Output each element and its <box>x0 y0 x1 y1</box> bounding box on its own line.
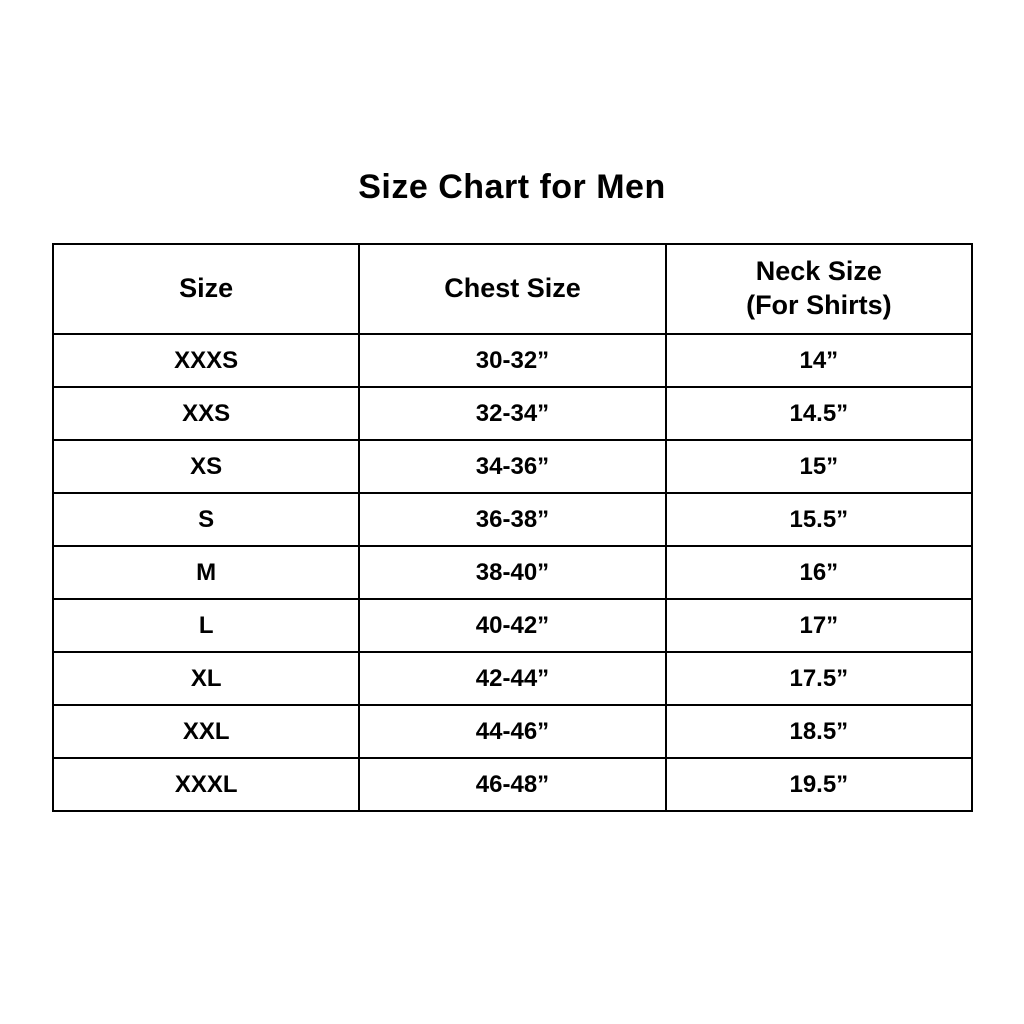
header-row: Size Chest Size Neck Size (For Shirts) <box>51 243 974 335</box>
chest-cell: 42-44” <box>358 651 667 706</box>
neck-size-header-line1: Neck Size <box>755 256 882 287</box>
chest-cell: 44-46” <box>358 704 667 759</box>
size-cell: L <box>51 598 361 653</box>
neck-cell: 16” <box>664 545 974 600</box>
size-cell: M <box>51 545 361 600</box>
column-header-chest-size: Chest Size <box>358 243 667 335</box>
size-cell: S <box>51 492 361 547</box>
chest-cell: 36-38” <box>358 492 667 547</box>
table-row-xs: XS 34-36” 15” <box>51 439 974 494</box>
table-row-xxxl: XXXL 46-48” 19.5” <box>51 757 974 812</box>
neck-cell: 15” <box>664 439 974 494</box>
chest-cell: 40-42” <box>358 598 667 653</box>
neck-cell: 18.5” <box>664 704 974 759</box>
page-title: Size Chart for Men <box>358 168 666 206</box>
column-header-neck-size: Neck Size (For Shirts) <box>664 243 974 335</box>
table-row-xxxs: XXXS 30-32” 14” <box>51 333 974 388</box>
neck-cell: 19.5” <box>664 757 974 812</box>
neck-size-header-line2: (For Shirts) <box>746 290 892 320</box>
size-cell: XS <box>51 439 361 494</box>
table-row-s: S 36-38” 15.5” <box>51 492 974 547</box>
size-table: Size Chest Size Neck Size (For Shirts) X… <box>51 243 974 812</box>
neck-cell: 17” <box>664 598 974 653</box>
table-row-l: L 40-42” 17” <box>51 598 974 653</box>
size-cell: XL <box>51 651 361 706</box>
neck-cell: 14.5” <box>664 386 974 441</box>
neck-cell: 15.5” <box>664 492 974 547</box>
neck-cell: 14” <box>664 333 974 388</box>
chest-cell: 32-34” <box>358 386 667 441</box>
table-row-xxs: XXS 32-34” 14.5” <box>51 386 974 441</box>
chest-cell: 34-36” <box>358 439 667 494</box>
neck-cell: 17.5” <box>664 651 974 706</box>
table-header: Size Chest Size Neck Size (For Shirts) <box>51 243 974 335</box>
chest-cell: 30-32” <box>358 333 667 388</box>
chest-cell: 38-40” <box>358 545 667 600</box>
table-row-xxl: XXL 44-46” 18.5” <box>51 704 974 759</box>
chest-cell: 46-48” <box>358 757 667 812</box>
column-header-size: Size <box>51 243 361 335</box>
size-cell: XXS <box>51 386 361 441</box>
size-cell: XXXL <box>51 757 361 812</box>
table-body: XXXS 30-32” 14” XXS 32-34” 14.5” XS 34-3… <box>51 333 974 812</box>
table-row-xl: XL 42-44” 17.5” <box>51 651 974 706</box>
size-cell: XXL <box>51 704 361 759</box>
size-cell: XXXS <box>51 333 361 388</box>
table-row-m: M 38-40” 16” <box>51 545 974 600</box>
